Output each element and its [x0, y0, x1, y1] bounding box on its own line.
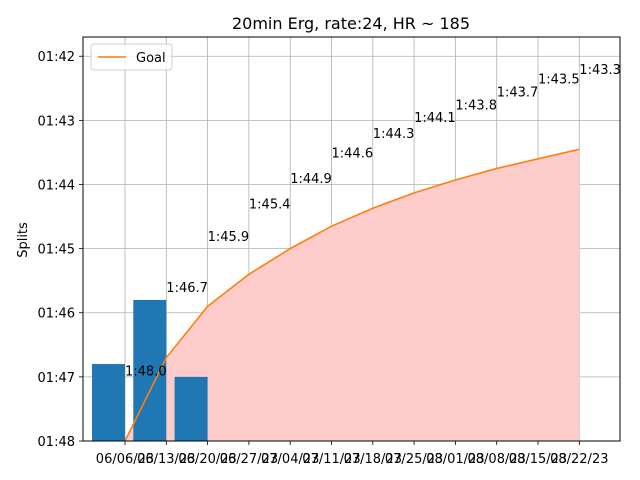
legend-label-goal: Goal: [136, 51, 166, 66]
data-label: 1:43.8: [455, 98, 497, 113]
data-label: 1:44.9: [290, 172, 332, 187]
legend: Goal: [90, 43, 173, 71]
line-layer: [124, 148, 580, 442]
area-layer: [125, 149, 580, 441]
x-tick-label: 06/13/23: [137, 452, 195, 467]
data-label: 1:44.3: [373, 127, 415, 142]
x-tick-label: 08/01/23: [426, 452, 484, 467]
x-tick-label: 07/25/23: [385, 452, 443, 467]
x-tick-label: 06/20/23: [178, 452, 236, 467]
data-label: 1:44.1: [414, 111, 456, 126]
x-axis: 06/06/2306/13/2306/20/2306/27/2307/04/23…: [96, 441, 608, 467]
y-tick-label: 01:48: [38, 435, 75, 450]
y-axis-label: Splits: [16, 222, 31, 258]
plot-frame: [82, 36, 621, 442]
y-tick-label: 01:46: [38, 307, 75, 322]
bar: [92, 364, 125, 441]
y-tick-label: 01:44: [38, 178, 75, 193]
data-label: 1:43.3: [579, 63, 621, 78]
bar: [174, 376, 208, 441]
data-label: 1:43.7: [497, 86, 539, 101]
data-label: 1:45.9: [208, 230, 250, 245]
x-tick-label: 06/06/23: [96, 452, 154, 467]
x-tick-label: 08/08/23: [468, 452, 526, 467]
goal-fill-area: [125, 149, 580, 441]
y-tick-label: 01:43: [38, 114, 75, 129]
data-label: 1:43.5: [538, 73, 580, 88]
y-tick-label: 01:45: [38, 243, 75, 258]
data-label: 1:46.7: [166, 281, 208, 296]
x-tick-label: 08/22/23: [550, 452, 608, 467]
data-label: 1:44.6: [332, 146, 374, 161]
x-tick-label: 08/15/23: [509, 452, 567, 467]
data-label: 1:48.0: [125, 364, 167, 379]
goal-line: [124, 148, 580, 442]
x-tick-label: 07/18/23: [344, 452, 402, 467]
y-tick-label: 01:47: [38, 371, 75, 386]
x-tick-label: 07/04/23: [261, 452, 319, 467]
chart-title: 20min Erg, rate:24, HR ~ 185: [232, 14, 470, 33]
x-tick-label: 07/11/23: [302, 452, 360, 467]
annotation-layer: 1:48.0 1:46.7 1:45.9 1:45.4 1:44.91:44.6 1:44…: [125, 63, 621, 379]
y-axis: 01:42 01:43 01:44 01:45 01:46 01:47 01:48: [38, 50, 83, 450]
y-tick-label: 01:42: [38, 50, 75, 65]
x-tick-label: 06/27/23: [220, 452, 278, 467]
data-label: 1:45.4: [249, 198, 291, 213]
legend-box: [90, 43, 173, 71]
